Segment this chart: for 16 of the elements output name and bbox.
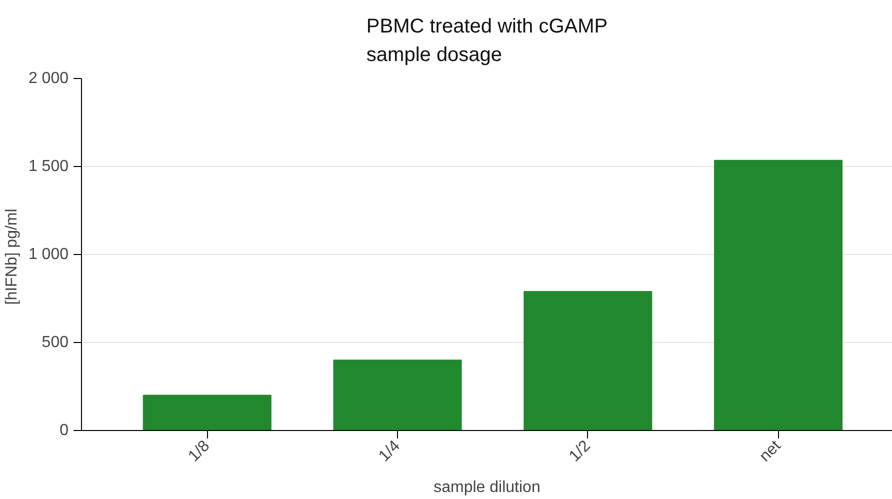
y-tick-label: 500	[42, 334, 69, 351]
bar	[524, 290, 652, 430]
x-tick-label: 1/4	[376, 437, 404, 466]
y-tick-label: 1 500	[28, 158, 69, 175]
bar	[333, 360, 462, 430]
y-tick-label: 0	[60, 422, 69, 439]
bar	[714, 160, 843, 430]
bar	[142, 394, 272, 430]
x-tick-label: 1/8	[185, 437, 214, 466]
y-tick-label: 1 000	[28, 246, 69, 263]
x-tick-label: net	[756, 437, 785, 466]
x-tick-label: 1/2	[566, 437, 594, 466]
chart-title: PBMC treated with cGAMP sample dosage	[366, 15, 608, 66]
y-axis-title: [hIFNb] pg/ml	[3, 208, 20, 305]
y-tick-label: 2 000	[28, 70, 69, 87]
x-axis-title: sample dilution	[434, 479, 540, 496]
